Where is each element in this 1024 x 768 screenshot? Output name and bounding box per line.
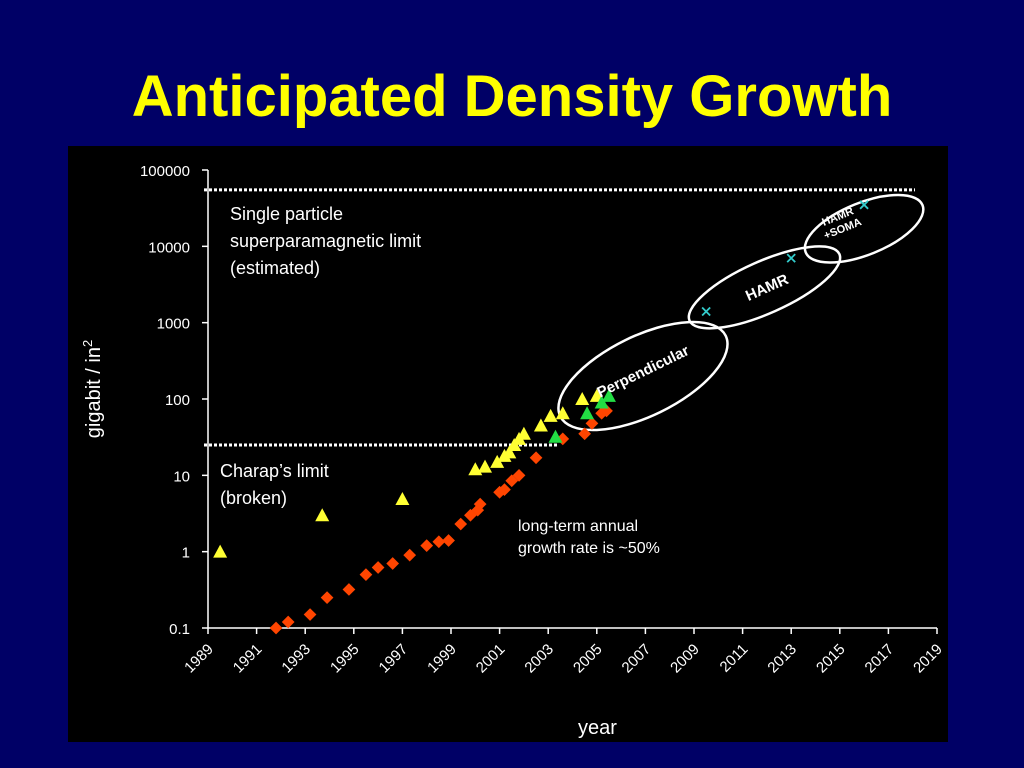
data-point-triangle [601,388,616,402]
data-point-diamond [442,534,455,547]
data-point-diamond [320,591,334,604]
x-tick-label: 2013 [764,641,800,677]
x-tick-label: 1995 [327,641,363,677]
region-ellipse [687,245,842,330]
density-growth-chart: 0.1 1 10 100 1000 10000 100000 1989 1991 1993 1995… [80,163,946,739]
y-axis-title: gigabit / in2 [80,340,105,438]
x-tick-label: 2015 [813,641,849,677]
region-ellipse [803,193,925,264]
x-tick-label: 1991 [230,641,266,677]
y-tick-label: 10 [173,468,190,485]
data-point-triangle [580,406,595,420]
data-point-diamond [473,497,487,511]
y-axis-title-text: gigabit / in [83,347,105,438]
slide-title: Anticipated Density Growth [131,64,893,129]
reference-lines [204,188,915,447]
chart-text: 0.1 1 10 100 1000 10000 100000 1989 1991 1993 1995… [80,163,946,739]
data-point-triangle [575,392,590,405]
reference-line-label: (estimated) [230,258,320,278]
data-point-diamond [529,451,543,465]
data-point-diamond [303,608,317,621]
y-tick-label: 1000 [157,316,190,333]
region-label-line: HAMR [743,271,791,305]
data-point-triangle [533,418,548,432]
y-tick-label: 10000 [148,239,190,256]
growth-rate-annotation: growth rate is ~50% [518,540,660,557]
data-point-x [786,253,796,263]
region-label: Perpendicular [595,342,693,401]
data-point-diamond [432,535,446,549]
data-point-triangle [543,408,558,422]
x-tick-label: 2001 [473,641,509,677]
x-tick-label: 2003 [521,641,557,677]
chart-panel: 0.1 1 10 100 1000 10000 100000 1989 1991 1993 1995… [68,146,948,742]
axes [202,169,938,634]
x-tick-label: 1997 [376,641,412,677]
data-point-triangle [516,426,531,440]
data-point-x [859,200,869,210]
reference-line-label: superparamagnetic limit [230,231,421,251]
region-label: HAMR [743,271,791,305]
data-point-triangle [548,429,563,443]
y-tick-label: 100000 [140,163,190,180]
x-tick-label: 2005 [570,641,606,677]
data-point-triangle [555,406,570,420]
reference-line-label: Charap’s limit [220,461,329,481]
data-point-diamond [403,548,417,562]
x-tick-label: 2009 [667,641,703,677]
data-point-triangle [502,445,517,459]
data-point-diamond [420,539,434,552]
y-tick-label: 0.1 [169,621,190,638]
region-label: HAMR+SOMA [817,204,863,242]
data-point-diamond [512,468,526,482]
x-axis-title: year [578,717,617,739]
data-point-triangle [490,454,505,468]
x-tick-label: 1989 [181,641,217,677]
x-tick-label: 2007 [619,641,655,677]
reference-line-label: (broken) [220,488,287,508]
data-point-triangle [213,544,228,558]
region-label-line: Perpendicular [595,342,693,401]
data-point-triangle [594,395,609,409]
y-tick-label: 1 [182,545,190,562]
data-point-diamond [281,615,295,629]
data-point-triangle [395,491,410,505]
x-tick-label: 1999 [424,641,460,677]
x-tick-label: 2019 [910,641,946,677]
data-point-x [701,306,711,317]
reference-line-label: Single particle [230,204,343,224]
y-axis-title-superscript: 2 [80,340,95,347]
x-tick-label: 2011 [717,641,752,676]
data-point-diamond [371,561,385,574]
data-point-diamond [359,568,373,582]
x-tick-label: 2017 [862,641,898,677]
data-point-diamond [454,517,468,531]
data-point-diamond [498,483,511,496]
data-point-triangle [478,459,493,473]
data-point-diamond [269,621,283,635]
data-point-diamond [342,583,356,596]
growth-rate-annotation: long-term annual [518,518,638,535]
y-tick-label: 100 [165,392,190,409]
data-point-diamond [386,557,400,570]
data-point-triangle [315,508,330,522]
x-tick-label: 1993 [278,641,314,677]
